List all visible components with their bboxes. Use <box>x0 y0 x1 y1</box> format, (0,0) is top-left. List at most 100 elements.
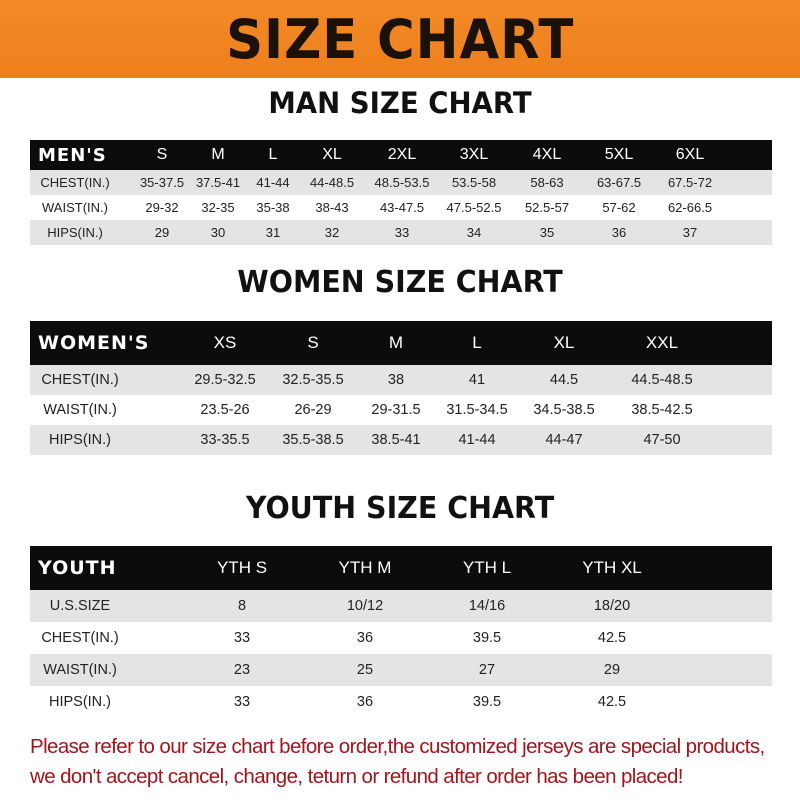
measurement-cell: 29 <box>603 662 621 678</box>
measurement-cell: 38 <box>387 372 405 388</box>
size-header: M <box>388 333 404 352</box>
measurement-cell: 23 <box>233 662 251 678</box>
measurement-cell: 33-35.5 <box>200 432 250 448</box>
measurement-cell: 36 <box>611 225 627 240</box>
measurement-cell: 35-38 <box>256 200 290 215</box>
size-header: YTH XL <box>582 558 642 577</box>
measurement-cell: 41-44 <box>458 432 496 448</box>
women-size-table: WOMEN'S XS S M L XL XXL CHEST(IN.) 29.5-32.5 32.5… <box>30 321 772 455</box>
measurement-cell: 44-47 <box>545 432 583 448</box>
measurement-cell: 37 <box>682 225 698 240</box>
measurement-cell: 29.5-32.5 <box>194 372 256 388</box>
size-header: XXL <box>645 333 679 352</box>
men-table-row: CHEST(IN.) 35-37.5 37.5-41 41-44 44-48.5 48.5… <box>30 170 772 195</box>
size-header: XS <box>213 333 237 352</box>
youth-size-table: YOUTH YTH S YTH M YTH L YTH XL U.S.SIZE 8 10/12… <box>30 546 772 718</box>
size-chart-banner: SIZE CHART <box>0 0 800 78</box>
size-header: 6XL <box>675 146 705 163</box>
measurement-cell: 67.5-72 <box>667 175 713 190</box>
row-label: WAIST(IN.) <box>43 662 117 678</box>
measurement-cell: 32 <box>324 225 340 240</box>
measurement-cell: 30 <box>210 225 226 240</box>
measurement-cell: 38.5-42.5 <box>631 402 693 418</box>
notice-line-2: we don't accept cancel, change, teturn o… <box>30 765 683 788</box>
row-label: WAIST(IN.) <box>43 402 117 418</box>
measurement-cell: 10/12 <box>346 598 384 614</box>
size-header: YTH M <box>338 558 392 577</box>
measurement-cell: 44.5 <box>549 372 579 388</box>
measurement-cell: 42.5 <box>597 630 627 646</box>
measurement-cell: 26-29 <box>294 402 332 418</box>
size-header: L <box>268 146 278 163</box>
measurement-cell: 63-67.5 <box>596 175 642 190</box>
measurement-cell: 36 <box>356 630 374 646</box>
measurement-cell: 25 <box>356 662 374 678</box>
measurement-cell: 31.5-34.5 <box>446 402 508 418</box>
row-label: U.S.SIZE <box>49 598 111 614</box>
measurement-cell: 34 <box>466 225 482 240</box>
measurement-cell: 41-44 <box>256 175 290 190</box>
size-header: S <box>156 146 168 163</box>
measurement-cell: 39.5 <box>472 630 502 646</box>
women-table-row: HIPS(IN.) 33-35.5 35.5-38.5 38.5-41 41-44 44-… <box>30 425 772 455</box>
measurement-cell: 32.5-35.5 <box>282 372 344 388</box>
measurement-cell: 35-37.5 <box>139 175 185 190</box>
measurement-cell: 34.5-38.5 <box>533 402 595 418</box>
measurement-cell: 38.5-41 <box>371 432 421 448</box>
youth-table-row: HIPS(IN.) 33 36 39.5 42.5 <box>30 686 772 718</box>
youth-header-row: YOUTH YTH S YTH M YTH L YTH XL <box>30 546 772 590</box>
measurement-cell: 27 <box>478 662 496 678</box>
row-label: HIPS(IN.) <box>47 225 103 240</box>
measurement-cell: 58-63 <box>530 175 564 190</box>
size-header: 4XL <box>532 146 562 163</box>
men-table-row: HIPS(IN.) 29 30 31 32 33 34 35 36 37 <box>30 220 772 245</box>
measurement-cell: 47-50 <box>643 432 681 448</box>
row-label: CHEST(IN.) <box>40 175 110 190</box>
men-table-row: WAIST(IN.) 29-32 32-35 35-38 38-43 43-47.5 47.… <box>30 195 772 220</box>
size-header: 2XL <box>387 146 417 163</box>
measurement-cell: 53.5-58 <box>451 175 497 190</box>
men-header-row: MEN'S S M L XL 2XL 3XL 4XL 5XL 6XL <box>30 140 772 170</box>
measurement-cell: 62-66.5 <box>667 200 713 215</box>
measurement-cell: 36 <box>356 694 374 710</box>
measurement-cell: 52.5-57 <box>524 200 570 215</box>
size-header: XL <box>322 146 342 163</box>
row-label: WAIST(IN.) <box>42 200 108 215</box>
measurement-cell: 57-62 <box>602 200 636 215</box>
size-header: S <box>307 333 319 352</box>
measurement-cell: 43-47.5 <box>379 200 425 215</box>
men-section-title: MAN SIZE CHART <box>268 86 532 120</box>
measurement-cell: 47.5-52.5 <box>446 200 502 215</box>
size-header: 5XL <box>604 146 634 163</box>
size-header: YTH L <box>462 558 512 577</box>
size-header: L <box>472 333 482 352</box>
measurement-cell: 29-31.5 <box>371 402 421 418</box>
youth-table-row: U.S.SIZE 8 10/12 14/16 18/20 <box>30 590 772 622</box>
youth-table-row: CHEST(IN.) 33 36 39.5 42.5 <box>30 622 772 654</box>
measurement-cell: 37.5-41 <box>195 175 241 190</box>
measurement-cell: 8 <box>237 598 247 614</box>
measurement-cell: 48.5-53.5 <box>374 175 430 190</box>
size-header: 3XL <box>459 146 489 163</box>
measurement-cell: 35.5-38.5 <box>282 432 344 448</box>
measurement-cell: 29 <box>154 225 170 240</box>
measurement-cell: 23.5-26 <box>200 402 250 418</box>
measurement-cell: 18/20 <box>593 598 631 614</box>
banner-title: SIZE CHART <box>225 7 575 71</box>
women-section-title: WOMEN SIZE CHART <box>237 265 563 300</box>
size-header: M <box>211 146 225 163</box>
measurement-cell: 32-35 <box>201 200 235 215</box>
measurement-cell: 44.5-48.5 <box>631 372 693 388</box>
measurement-cell: 42.5 <box>597 694 627 710</box>
measurement-cell: 33 <box>233 630 251 646</box>
row-label: HIPS(IN.) <box>48 432 112 448</box>
row-label: HIPS(IN.) <box>48 694 112 710</box>
notice-line-1: Please refer to our size chart before or… <box>30 735 765 758</box>
women-table-row: CHEST(IN.) 29.5-32.5 32.5-35.5 38 41 44.5 44.5… <box>30 365 772 395</box>
measurement-cell: 33 <box>233 694 251 710</box>
youth-table-row: WAIST(IN.) 23 25 27 29 <box>30 654 772 686</box>
row-label: CHEST(IN.) <box>41 630 119 646</box>
women-table-row: WAIST(IN.) 23.5-26 26-29 29-31.5 31.5-34.5 34… <box>30 395 772 425</box>
youth-table-label: YOUTH <box>38 557 117 579</box>
measurement-cell: 44-48.5 <box>309 175 355 190</box>
